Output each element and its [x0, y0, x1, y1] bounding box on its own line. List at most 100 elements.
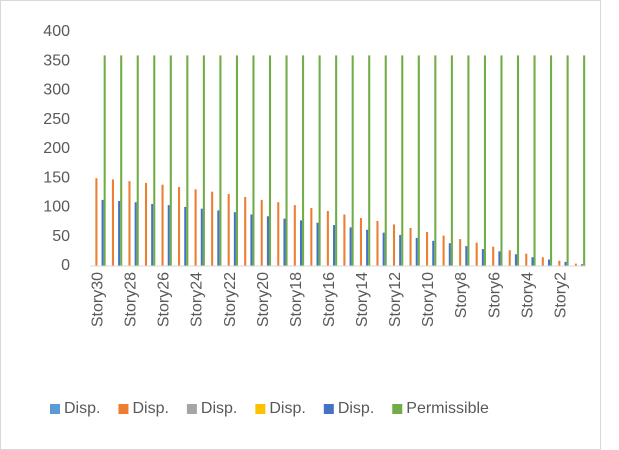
- legend-swatch: [255, 404, 266, 414]
- y-tick-label: 100: [43, 199, 70, 216]
- legend-label: Disp.: [269, 400, 305, 417]
- bar: [316, 222, 319, 266]
- x-tick-label: Story10: [420, 272, 437, 327]
- bar: [235, 55, 238, 267]
- x-tick-label: Story24: [189, 272, 206, 327]
- bar: [566, 55, 569, 267]
- bar: [194, 189, 197, 266]
- legend-label: Disp.: [132, 400, 168, 417]
- bar: [382, 232, 385, 266]
- bar: [252, 55, 255, 267]
- bar: [153, 55, 156, 267]
- bar: [299, 220, 303, 266]
- x-tick-label: Story28: [123, 272, 140, 327]
- bar: [525, 253, 528, 266]
- bar: [178, 187, 181, 266]
- bar: [508, 250, 511, 266]
- legend-swatch: [392, 404, 403, 414]
- legend-swatch: [118, 404, 129, 414]
- bar: [475, 242, 478, 266]
- bar: [293, 205, 296, 266]
- bar: [366, 229, 369, 266]
- bar: [95, 178, 98, 266]
- bar: [514, 254, 517, 266]
- bar: [167, 205, 170, 266]
- bar: [335, 55, 338, 267]
- y-tick-label: 50: [52, 228, 70, 245]
- x-tick-label: Story18: [288, 272, 305, 327]
- y-tick-label: 150: [43, 169, 70, 186]
- bar: [318, 55, 321, 267]
- bar: [184, 206, 187, 266]
- bar: [169, 55, 172, 267]
- bar: [442, 235, 445, 266]
- y-tick-label: 250: [43, 111, 70, 128]
- bar: [260, 199, 263, 266]
- bar: [120, 55, 123, 267]
- y-tick-label: 350: [43, 52, 70, 69]
- bar: [250, 214, 253, 266]
- bar: [101, 199, 104, 266]
- bar: [217, 210, 220, 266]
- bar: [583, 55, 586, 267]
- x-tick-label: Story20: [255, 272, 272, 327]
- bar: [202, 55, 205, 267]
- y-tick-label: 400: [43, 23, 70, 40]
- x-tick-label: Story14: [354, 272, 371, 327]
- bar: [417, 55, 420, 267]
- bar: [564, 261, 567, 266]
- bar: [310, 208, 313, 266]
- legend-label: Disp.: [338, 400, 374, 417]
- legend-swatch: [50, 404, 60, 414]
- bar: [541, 257, 544, 266]
- bar: [432, 240, 435, 266]
- bar: [401, 55, 404, 267]
- bar: [349, 227, 352, 266]
- bar: [492, 246, 495, 266]
- bar: [144, 182, 148, 266]
- bar: [268, 55, 272, 267]
- bar: [111, 179, 114, 266]
- bar: [392, 224, 396, 266]
- legend-label: Disp.: [64, 400, 100, 417]
- bar: [244, 196, 247, 266]
- bar: [450, 55, 453, 267]
- bar: [333, 225, 336, 266]
- bar: [426, 232, 429, 266]
- bar: [136, 55, 139, 267]
- x-tick-label: Story12: [387, 272, 404, 327]
- bar: [558, 260, 561, 266]
- bar: [581, 264, 584, 266]
- bar: [343, 214, 346, 266]
- bar: [302, 55, 305, 267]
- bar: [285, 55, 288, 267]
- bar: [547, 259, 551, 266]
- bar: [531, 257, 534, 266]
- bar: [368, 55, 371, 267]
- y-tick-label: 200: [43, 140, 70, 157]
- bar: [200, 208, 203, 266]
- bar: [186, 55, 189, 267]
- x-tick-label: Story16: [321, 272, 338, 327]
- bar: [516, 55, 520, 267]
- bar: [211, 191, 214, 266]
- y-tick-label: 300: [43, 82, 70, 99]
- bar: [459, 239, 462, 266]
- bar: [161, 184, 164, 266]
- bar: [134, 202, 137, 266]
- bar: [266, 216, 269, 266]
- legend-swatch: [323, 404, 334, 414]
- bar: [574, 263, 577, 266]
- x-tick-label: Story26: [156, 272, 173, 327]
- x-tick-label: Story4: [519, 272, 536, 318]
- legend-swatch: [186, 404, 197, 414]
- bar: [118, 201, 121, 266]
- y-tick-label: 0: [61, 257, 70, 274]
- bar: [219, 55, 222, 267]
- x-tick-label: Story6: [486, 272, 503, 318]
- legend-label: Disp.: [201, 400, 237, 417]
- bar: [376, 220, 379, 266]
- bar: [277, 202, 280, 266]
- bar: [467, 55, 470, 267]
